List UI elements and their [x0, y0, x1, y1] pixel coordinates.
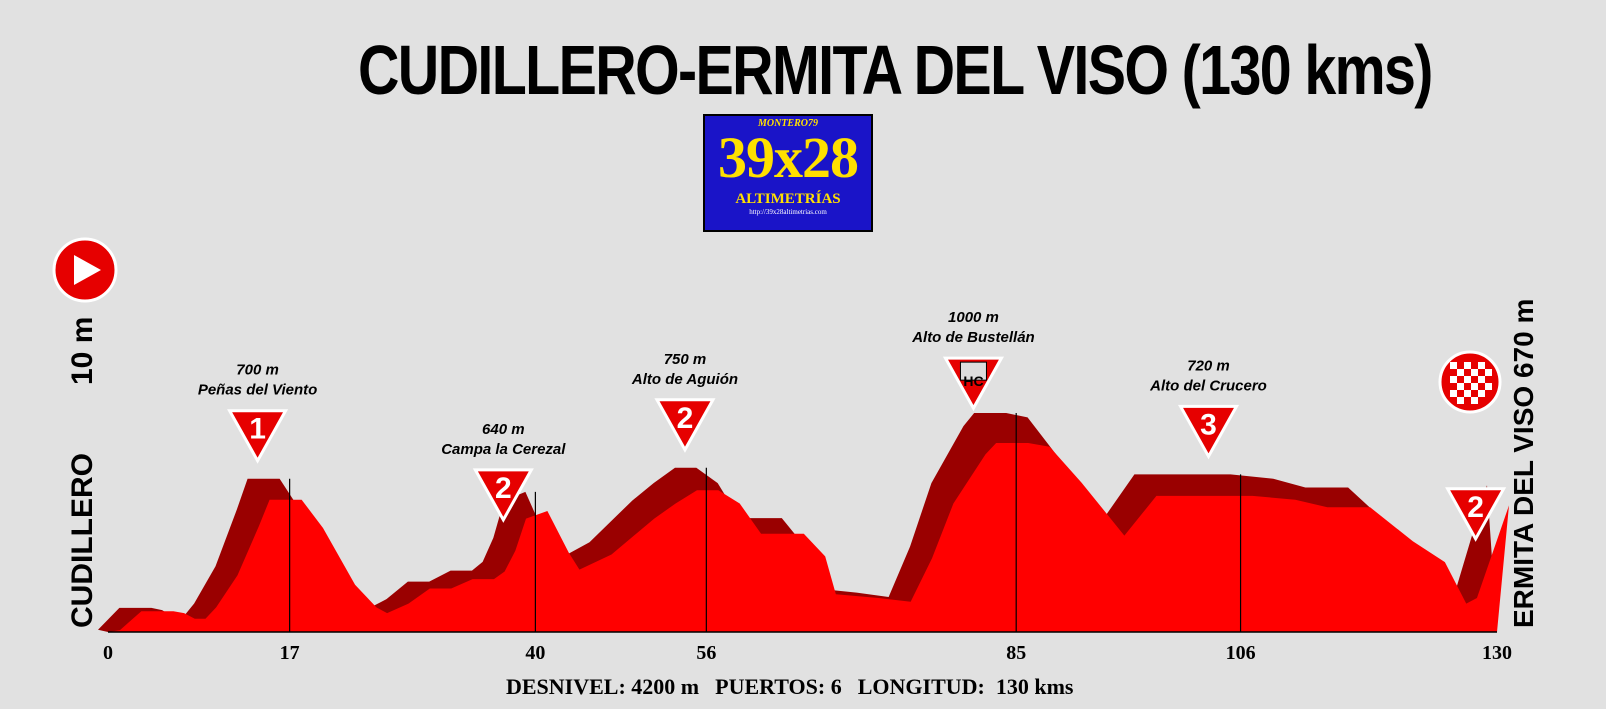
- finish-checker: [1457, 397, 1464, 404]
- logo-brand: 39x28: [718, 125, 859, 190]
- logo-url: http://39x28altimetrias.com: [749, 208, 827, 216]
- x-tick-label: 85: [1006, 642, 1026, 664]
- x-tick-label: 106: [1226, 642, 1256, 664]
- pass-altitude-label: 720 m: [1187, 357, 1230, 374]
- climb-category-label: 2: [495, 472, 512, 505]
- climb-category-label: 2: [1467, 491, 1484, 524]
- climb-category-marker: [1177, 404, 1240, 460]
- finish-checker: [1478, 376, 1485, 383]
- logo-subtitle: ALTIMETRÍAS: [735, 191, 841, 207]
- pass-name-label: Alto del Crucero: [1149, 377, 1267, 394]
- finish-checker: [1464, 390, 1471, 397]
- x-tick-label: 0: [103, 642, 113, 664]
- x-tick-label: 40: [525, 642, 545, 664]
- logo-author: MONTERO79: [757, 118, 818, 129]
- finish-checker: [1471, 397, 1478, 404]
- pass-name-label: Peñas del Viento: [198, 382, 317, 399]
- finish-checker: [1478, 390, 1485, 397]
- pass-altitude-label: 640 m: [482, 421, 525, 438]
- x-tick-label: 56: [696, 642, 716, 664]
- pass-name-label: Alto de Bustellán: [911, 329, 1035, 346]
- finish-checker: [1478, 362, 1485, 369]
- finish-checker: [1485, 369, 1492, 376]
- stage-summary: DESNIVEL: 4200 m PUERTOS: 6 LONGITUD: 130 …: [506, 674, 1089, 700]
- finish-checker: [1450, 390, 1457, 397]
- category-badge: [959, 361, 987, 381]
- finish-checker: [1464, 376, 1471, 383]
- chart-title: CUDILLERO-ERMITA DEL VISO (130 kms): [358, 31, 1433, 109]
- finish-checker: [1464, 362, 1471, 369]
- longitud-text: LONGITUD: 130 kms: [857, 674, 1074, 699]
- climb-category-label: HC: [963, 373, 983, 389]
- pass-altitude-label: 1000 m: [948, 309, 999, 326]
- finish-checker: [1450, 376, 1457, 383]
- climb-category-marker: [227, 409, 289, 464]
- pass-name-label: Campa la Cerezal: [441, 441, 566, 458]
- x-tick-label: 130: [1482, 642, 1512, 664]
- finish-checker: [1457, 369, 1464, 376]
- pass-name-label: Alto de Aguión: [631, 371, 738, 388]
- desnivel-text: DESNIVEL: 4200 m: [506, 674, 700, 699]
- climb-category-label: 2: [677, 402, 694, 435]
- climb-category-marker: [472, 468, 534, 523]
- finish-checker: [1471, 369, 1478, 376]
- start-play-icon: [74, 255, 101, 285]
- pass-altitude-label: 700 m: [236, 362, 279, 379]
- finish-checker: [1485, 383, 1492, 390]
- climb-category-marker: [654, 398, 716, 453]
- climb-category-label: 3: [1200, 408, 1217, 441]
- pass-altitude-label: 750 m: [664, 351, 707, 368]
- climb-category-marker: [1445, 487, 1507, 542]
- climb-category-label: 1: [249, 413, 266, 446]
- climb-category-marker: [942, 356, 1005, 412]
- profile-area: [108, 443, 1509, 632]
- finish-checker: [1450, 362, 1457, 369]
- x-tick-label: 17: [280, 642, 300, 664]
- finish-checker: [1471, 383, 1478, 390]
- finish-checker: [1457, 383, 1464, 390]
- altimetrias-logo: MONTERO79 39x28 ALTIMETRÍAS http://39x28…: [703, 114, 873, 232]
- puertos-text: PUERTOS: 6: [715, 674, 842, 699]
